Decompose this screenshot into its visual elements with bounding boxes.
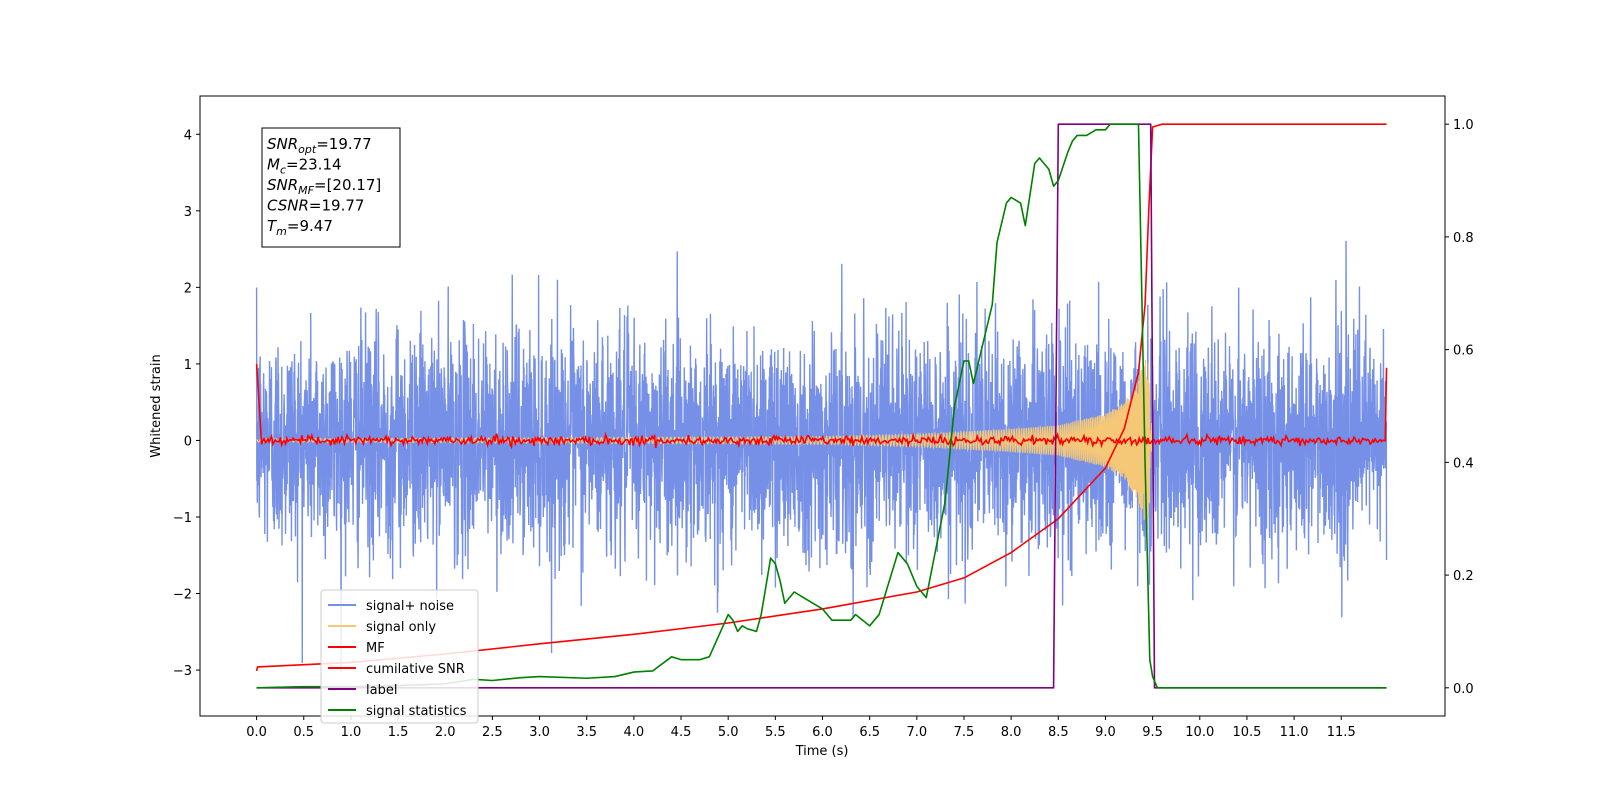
x-tick-label: 6.5 (859, 725, 880, 740)
x-tick-label: 5.0 (718, 725, 739, 740)
x-tick-label: 0.0 (246, 725, 267, 740)
y2-tick-label: 1.0 (1453, 118, 1474, 133)
annotation-line: SNRMF=[20.17] (267, 176, 381, 197)
legend-frame (320, 589, 479, 724)
x-tick-label: 9.5 (1142, 725, 1163, 740)
y2-tick-label: 0.4 (1453, 456, 1474, 471)
y-axis-right: 0.0 0.2 0.4 0.6 0.8 1.0 (1445, 118, 1474, 697)
x-tick-label: 2.5 (482, 725, 503, 740)
annotation-box: SNRopt=19.77Mc=23.14SNRMF=[20.17]CSNR=19… (261, 127, 401, 248)
x-tick-label: 8.0 (1001, 725, 1022, 740)
y-tick-label: −3 (173, 664, 192, 679)
y-axis-label: Whitened strain (149, 354, 164, 457)
x-tick-label: 8.5 (1048, 725, 1069, 740)
series-layer (255, 123, 1388, 689)
x-tick-label: 11.5 (1327, 725, 1356, 740)
y-tick-label: 3 (184, 205, 192, 220)
annotation-line: CSNR=19.77 (267, 197, 364, 215)
y-tick-label: 0 (184, 434, 192, 449)
x-tick-label: 10.5 (1232, 725, 1261, 740)
y-tick-label: −2 (173, 588, 192, 603)
y-tick-label: 2 (184, 281, 192, 296)
y2-tick-label: 0.6 (1453, 344, 1474, 359)
x-tick-label: 4.0 (624, 725, 645, 740)
x-tick-label: 2.0 (435, 725, 456, 740)
legend-label: label (366, 683, 397, 698)
annotation-frame (261, 127, 401, 248)
x-tick-label: 6.0 (812, 725, 833, 740)
x-tick-label: 7.0 (906, 725, 927, 740)
x-tick-label: 9.0 (1095, 725, 1116, 740)
y-axis-left: −3 −2 −1 0 1 2 3 4 (173, 128, 200, 679)
legend-label: signal+ noise (366, 599, 454, 614)
y2-tick-label: 0.8 (1453, 231, 1474, 246)
legend-label: signal only (366, 620, 436, 635)
x-tick-label: 10.0 (1185, 725, 1214, 740)
legend-label: MF (366, 641, 385, 656)
x-tick-label: 1.5 (388, 725, 409, 740)
annotation-line: SNRopt=19.77 (267, 135, 372, 156)
series-mf-line (255, 363, 1388, 450)
legend: signal+ noise signal only MF cumilative SNR… (320, 589, 479, 724)
x-tick-label: 1.0 (341, 725, 362, 740)
y2-tick-label: 0.2 (1453, 569, 1474, 584)
x-tick-label: 11.0 (1280, 725, 1309, 740)
y-tick-label: 4 (184, 128, 192, 143)
y-tick-label: −1 (173, 511, 192, 526)
x-axis-label: Time (s) (795, 744, 849, 759)
x-tick-label: 0.5 (293, 725, 314, 740)
x-tick-label: 4.5 (671, 725, 692, 740)
legend-label: signal statistics (366, 704, 467, 719)
y-tick-label: 1 (184, 358, 192, 373)
y2-tick-label: 0.0 (1453, 682, 1474, 697)
annotation-line: Mc=23.14 (267, 156, 342, 177)
x-axis: 0.0 0.5 1.0 1.5 2.0 2.5 3.0 3.5 4.0 4.5 5.0 5.5 6.0 6… (246, 716, 1356, 740)
series-signal-noise-line (255, 240, 1388, 672)
series-signal-statistics-line (256, 123, 1387, 689)
x-tick-label: 3.5 (576, 725, 597, 740)
x-tick-label: 7.5 (954, 725, 975, 740)
x-tick-label: 5.5 (765, 725, 786, 740)
x-tick-label: 3.0 (529, 725, 550, 740)
legend-label: cumilative SNR (366, 662, 465, 677)
annotation-line: Tm=9.47 (267, 217, 333, 238)
